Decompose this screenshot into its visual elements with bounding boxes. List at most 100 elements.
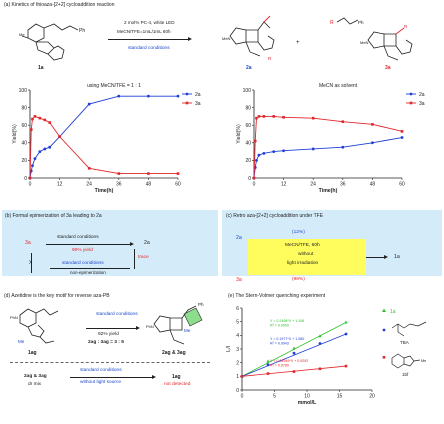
data-point-3a (176, 172, 180, 175)
data-point-series-1 (292, 351, 296, 355)
x-tick-label: 48 (146, 182, 152, 188)
fit-r2-2: R² = 0.9789 (270, 364, 289, 368)
y-tick-label: 60 (21, 123, 27, 129)
data-point-2a (257, 153, 261, 157)
data-point-series-2 (266, 372, 270, 375)
panel-d-arrowhead-2 (152, 375, 156, 379)
structure-label-1bf: 1bf (402, 372, 409, 377)
x-tick-label: 24 (86, 182, 92, 188)
x-tick-label: 0 (29, 182, 32, 188)
data-point-2a (341, 145, 345, 149)
fit-line-1 (241, 333, 347, 377)
panel-c-arrowhead (384, 255, 388, 259)
y-tick-label: 20 (21, 158, 27, 164)
panel-c-bottom-pct: (98%) (292, 277, 305, 282)
y-axis-label: I₀/I (226, 346, 232, 352)
reagent-line-1: 2 mol% PC-4, white LED (124, 20, 175, 25)
panel-c-condition-box (248, 239, 366, 275)
data-point-2a (255, 159, 258, 162)
data-point-3a (257, 115, 261, 118)
data-point-3a (262, 115, 266, 118)
data-point-2a (31, 164, 34, 168)
reactant-1a-structure: Ph Me (19, 23, 85, 61)
data-point-2a (400, 136, 404, 139)
data-point-3a (282, 115, 285, 119)
panel-b-arrow-bottom (50, 268, 130, 269)
legend-marker-3a (409, 101, 413, 105)
chart-kinetics-mecn: 0 12 24 36 48 60 0 20 40 60 80 100 Time(h) Yield(%) Me… (236, 83, 425, 194)
data-point-series-2 (318, 367, 322, 371)
data-point-series-0 (266, 359, 270, 363)
svg-text:R: R (330, 20, 334, 26)
data-point-2a (282, 149, 285, 153)
svg-text:PhN: PhN (10, 315, 18, 320)
legend-label-3a: 3a (419, 101, 425, 107)
x-tick-label: 10 (304, 394, 310, 400)
data-point-3a (87, 167, 91, 170)
y-tick-label: 0 (24, 176, 27, 182)
x-tick-label: 60 (175, 182, 181, 188)
data-point-2a (262, 151, 266, 155)
panel-b-cond-bottom: standard conditions (62, 261, 104, 266)
x-tick-label: 15 (337, 394, 343, 400)
panel-b-cross: X (29, 260, 33, 266)
data-point-3a (117, 172, 121, 175)
data-point-2a (272, 150, 276, 153)
reaction-arrowhead-a (188, 37, 192, 41)
series-line-3a (253, 115, 403, 179)
data-point-series-1 (344, 332, 348, 336)
tba-structure (391, 321, 427, 337)
data-point-2a (48, 145, 52, 149)
svg-text:Ph: Ph (79, 28, 85, 34)
ring-a (391, 353, 405, 369)
data-point-3a (252, 176, 256, 180)
panel-c-title: (c) Retro aza-[2+2] cycloaddition under … (226, 213, 324, 219)
data-point-3a (38, 116, 42, 120)
x-tick-label: 0 (241, 394, 244, 400)
x-tick-label: 5 (273, 394, 276, 400)
y-tick-label: 0 (236, 388, 239, 394)
data-point-2a (311, 147, 315, 151)
panel-b-to: 2a (144, 240, 150, 246)
plus-sign: + (296, 40, 300, 46)
y-tick-label: 6 (236, 306, 239, 312)
series-line-3a (29, 115, 178, 179)
reactant-1ag-structure: PhN Me (10, 308, 59, 344)
legend-marker-series-1 (382, 328, 386, 332)
panel-d-title: (d) Azetidine is the key motif for rever… (4, 293, 110, 299)
data-point-3a (255, 116, 258, 120)
y-tick-label: 80 (245, 105, 251, 111)
data-point-3a (147, 172, 150, 175)
data-point-3a (272, 115, 276, 118)
chart-title: MeCN as solvent (319, 83, 358, 89)
y-axis-label: Yield(%) (236, 124, 242, 144)
data-point-2a (371, 141, 374, 145)
y-tick-label: 20 (245, 158, 251, 164)
data-point-series-2 (344, 364, 348, 368)
data-point-3a (43, 118, 47, 122)
y-tick-label: 3 (236, 347, 239, 353)
data-point-series-1 (318, 342, 322, 345)
data-point-3a (400, 130, 404, 133)
panel-c-box-line-2: without (298, 252, 314, 257)
legend-label-3a: 3a (195, 101, 201, 107)
svg-text:MeN: MeN (222, 36, 231, 41)
data-point-series-2 (240, 375, 244, 378)
panel-d-mix-line-1: 2ag & 3ag (24, 374, 47, 379)
x-axis-label: Time(h) (95, 188, 114, 194)
series-line-2a (253, 137, 403, 179)
data-point-2a (87, 102, 91, 106)
tba-branch (397, 324, 405, 337)
panel-d-divider (10, 362, 210, 363)
structure-1bf (391, 353, 421, 369)
svg-text:MeN: MeN (360, 40, 369, 45)
panel-b-vert-right (134, 249, 135, 269)
data-point-series-0 (344, 320, 348, 324)
panel-c-product: 1a (394, 254, 400, 260)
y-tick-label: 80 (21, 105, 27, 111)
y-tick-label: 0 (248, 176, 251, 182)
panel-a-title: (a) Kinetics of thioaza-[2+2] cycloaddit… (4, 2, 115, 8)
legend-marker-2a (185, 92, 189, 96)
legend-label-2a: 2a (195, 92, 201, 98)
panel-d-arrow-2 (70, 377, 154, 378)
